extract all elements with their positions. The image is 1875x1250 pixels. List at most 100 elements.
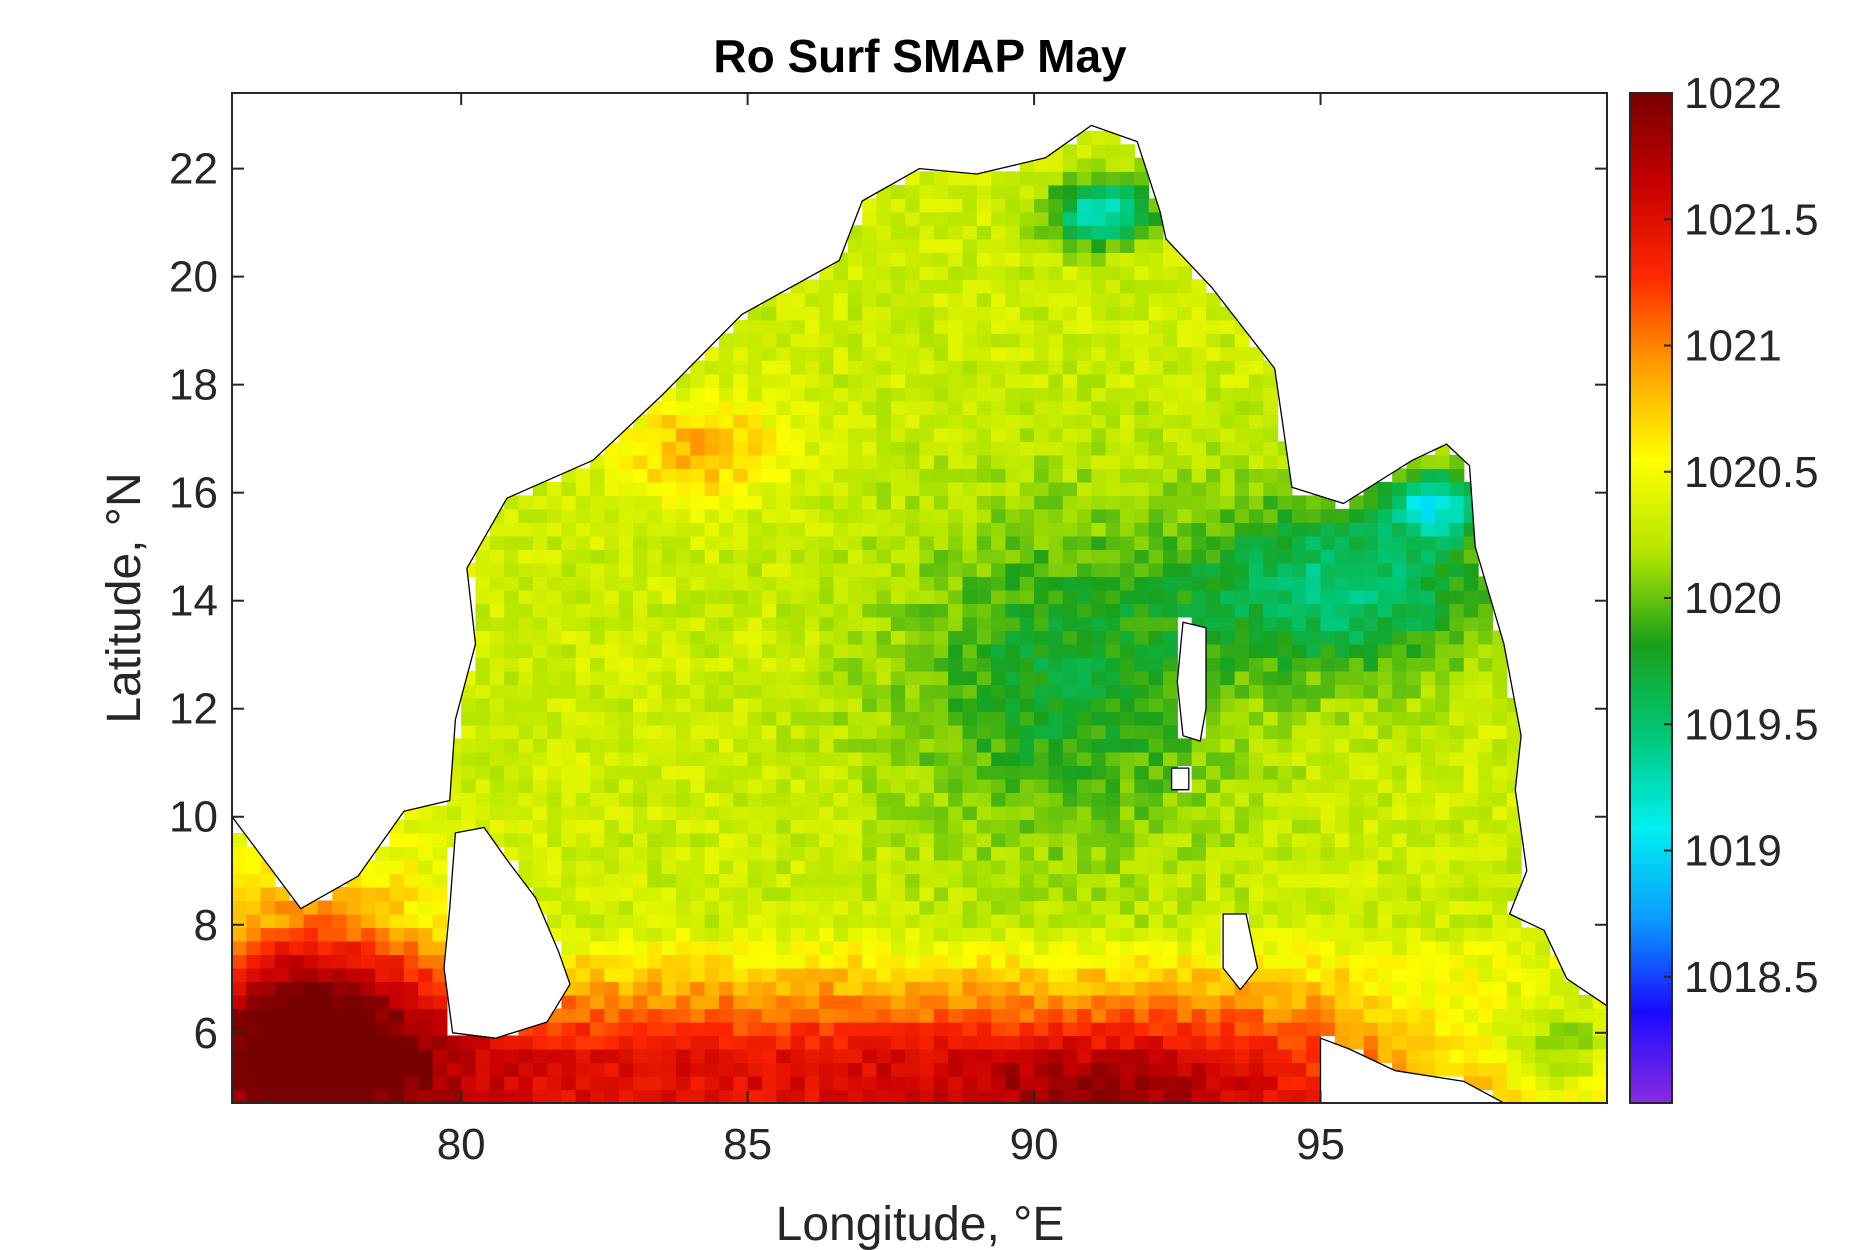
heatmap-cell: [1019, 387, 1035, 402]
heatmap-cell: [1363, 954, 1379, 969]
heatmap-cell: [1234, 481, 1250, 496]
heatmap-cell: [1277, 994, 1293, 1010]
heatmap-cell: [847, 454, 863, 469]
heatmap-cell: [1435, 481, 1451, 496]
heatmap-cell: [1105, 981, 1121, 996]
heatmap-cell: [360, 873, 376, 888]
heatmap-cell: [704, 495, 720, 510]
heatmap-cell: [933, 1021, 949, 1037]
heatmap-cell: [761, 1035, 777, 1050]
heatmap-cell: [1034, 981, 1049, 996]
heatmap-cell: [790, 738, 806, 753]
heatmap-cell: [862, 454, 878, 469]
heatmap-cell: [948, 684, 964, 699]
heatmap-cell: [1148, 441, 1164, 456]
heatmap-cell: [919, 765, 935, 780]
heatmap-cell: [948, 292, 964, 307]
heatmap-cell: [575, 535, 591, 550]
heatmap-cell: [1191, 279, 1207, 294]
heatmap-cell: [1062, 954, 1078, 969]
heatmap-cell: [919, 630, 935, 645]
heatmap-cell: [1091, 616, 1107, 631]
heatmap-cell: [1349, 616, 1365, 631]
heatmap-cell: [790, 589, 806, 604]
heatmap-cell: [1320, 792, 1336, 807]
heatmap-cell: [1363, 711, 1379, 726]
heatmap-cell: [1077, 711, 1092, 726]
heatmap-cell: [862, 535, 878, 550]
heatmap-cell: [1363, 900, 1379, 915]
heatmap-cell: [618, 549, 634, 564]
heatmap-cell: [590, 1089, 605, 1103]
heatmap-cell: [890, 738, 906, 753]
heatmap-cell: [847, 886, 863, 902]
heatmap-cell: [876, 940, 892, 956]
heatmap-cell: [948, 819, 964, 834]
heatmap-cell: [346, 1035, 362, 1050]
heatmap-cell: [1077, 373, 1092, 388]
heatmap-cell: [790, 468, 806, 483]
heatmap-cell: [475, 657, 491, 672]
heatmap-cell: [518, 765, 534, 780]
heatmap-cell: [1478, 954, 1494, 969]
heatmap-cell: [1077, 549, 1092, 564]
heatmap-cell: [919, 792, 935, 807]
heatmap-cell: [647, 414, 663, 429]
heatmap-cell: [1077, 954, 1092, 969]
heatmap-cell: [575, 1075, 591, 1091]
heatmap-cell: [1363, 495, 1379, 510]
heatmap-cell: [962, 630, 978, 645]
heatmap-cell: [403, 819, 419, 834]
heatmap-cell: [1005, 292, 1021, 307]
heatmap-cell: [1162, 252, 1178, 267]
heatmap-cell: [905, 468, 921, 483]
heatmap-cell: [604, 994, 620, 1010]
heatmap-cell: [718, 981, 734, 996]
heatmap-cell: [547, 495, 563, 510]
heatmap-cell: [575, 603, 591, 618]
heatmap-cell: [1148, 522, 1164, 537]
heatmap-cell: [890, 535, 906, 550]
heatmap-cell: [847, 846, 863, 861]
heatmap-cell: [790, 873, 806, 888]
heatmap-cell: [1406, 684, 1422, 699]
heatmap-cell: [1392, 994, 1408, 1010]
heatmap-cell: [661, 603, 677, 618]
heatmap-cell: [876, 535, 892, 550]
heatmap-cell: [1134, 616, 1150, 631]
heatmap-cell: [1162, 697, 1178, 713]
heatmap-cell: [232, 1048, 247, 1064]
heatmap-cell: [403, 954, 419, 969]
heatmap-cell: [1306, 603, 1322, 618]
heatmap-cell: [1306, 792, 1322, 807]
heatmap-cell: [1220, 346, 1236, 361]
heatmap-cell: [618, 967, 634, 983]
heatmap-cell: [776, 751, 792, 767]
heatmap-cell: [661, 792, 677, 807]
heatmap-cell: [647, 846, 663, 861]
heatmap-cell: [618, 927, 634, 942]
heatmap-cell: [375, 954, 391, 969]
heatmap-cell: [919, 684, 935, 699]
heatmap-cell: [661, 886, 677, 902]
heatmap-cell: [919, 643, 935, 659]
heatmap-cell: [1435, 940, 1451, 956]
heatmap-cell: [704, 886, 720, 902]
heatmap-cell: [504, 765, 520, 780]
heatmap-cell: [1091, 373, 1107, 388]
heatmap-cell: [704, 414, 720, 429]
heatmap-cell: [532, 873, 548, 888]
heatmap-cell: [1263, 859, 1279, 875]
heatmap-cell: [733, 711, 749, 726]
heatmap-cell: [790, 603, 806, 618]
heatmap-cell: [647, 738, 663, 753]
heatmap-cell: [876, 805, 892, 821]
heatmap-cell: [819, 913, 835, 929]
heatmap-cell: [1248, 846, 1264, 861]
heatmap-cell: [1363, 724, 1379, 740]
heatmap-cell: [1220, 630, 1236, 645]
heatmap-cell: [604, 967, 620, 983]
heatmap-cell: [1234, 333, 1250, 348]
heatmap-cell: [847, 346, 863, 361]
x-tick-label: 80: [437, 1120, 486, 1169]
